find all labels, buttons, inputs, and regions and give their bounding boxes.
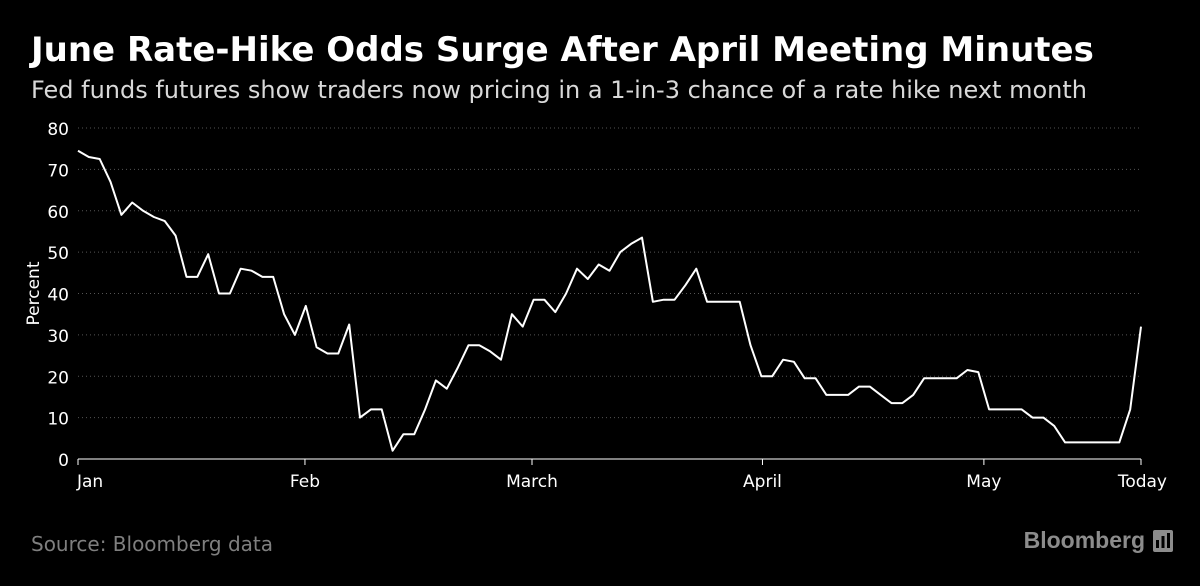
y-tick-label: 60 (47, 203, 69, 223)
y-tick-label: 0 (58, 451, 69, 471)
source-note: Source: Bloomberg data (31, 532, 273, 556)
y-tick-label: 80 (47, 120, 69, 140)
x-tick-label: May (966, 472, 1001, 492)
y-tick-label: 30 (47, 327, 69, 347)
y-tick-label: 70 (47, 161, 69, 181)
x-tick-label: Feb (290, 472, 320, 492)
y-tick-label: 50 (47, 244, 69, 264)
bloomberg-chart-icon (1153, 530, 1173, 552)
y-tick-label: 10 (47, 410, 69, 430)
x-tick-label: March (506, 472, 558, 492)
x-tick-label: Today (1117, 472, 1167, 492)
y-tick-label: 20 (47, 368, 69, 388)
chart-title: June Rate-Hike Odds Surge After April Me… (31, 30, 1094, 70)
y-axis-label: Percent (24, 261, 44, 325)
bloomberg-logo: Bloomberg (1023, 527, 1145, 553)
chart-subtitle: Fed funds futures show traders now prici… (31, 76, 1087, 104)
x-tick-label: April (743, 472, 782, 492)
y-tick-label: 40 (47, 286, 69, 306)
series-line (77, 149, 1142, 452)
x-tick-label: Jan (76, 472, 103, 492)
